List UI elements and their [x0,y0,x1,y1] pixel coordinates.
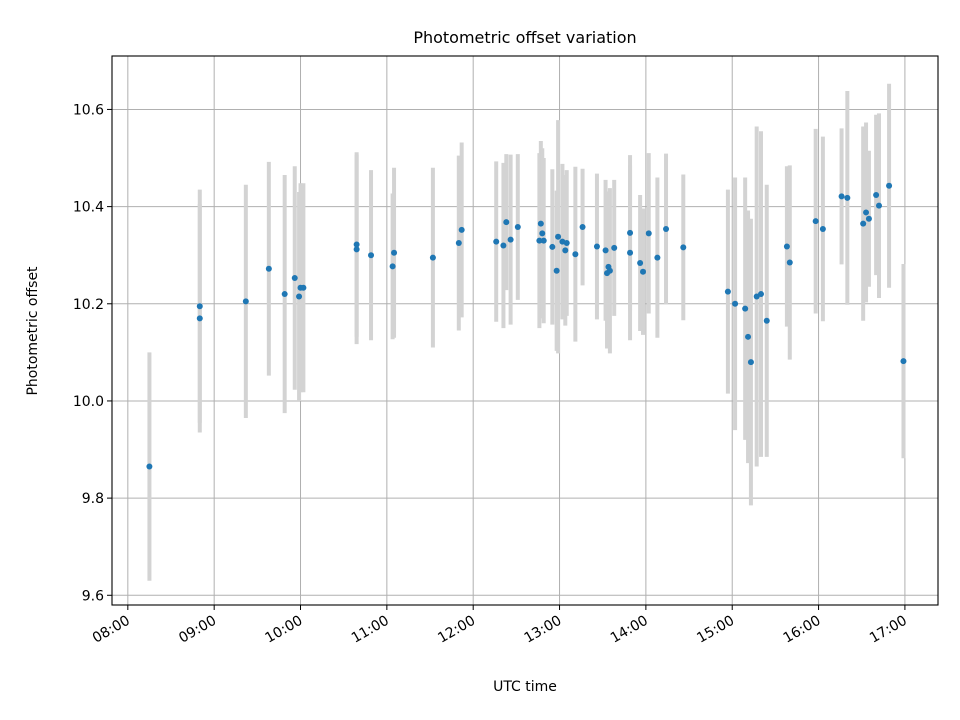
y-tick-label: 10.0 [73,394,104,410]
data-point [300,284,307,291]
data-point [368,252,375,259]
data-point [539,230,546,237]
data-point [732,300,739,307]
data-point [611,244,618,251]
y-axis-ticks: 9.6 9.8 10.0 10.2 10.4 10.6 [73,102,112,604]
data-point [627,249,634,256]
data-point [663,225,670,232]
data-point [900,358,907,365]
data-point [579,224,586,231]
data-point [602,247,609,254]
error-bars [147,83,906,581]
data-point [886,182,893,189]
data-point [865,215,872,222]
data-point [763,317,770,324]
data-point [572,251,579,258]
data-point [745,333,752,340]
x-tick-label: 09:00 [176,613,219,647]
data-point [606,267,613,274]
data-point [540,237,547,244]
data-point [873,191,880,198]
data-point [537,220,544,227]
data-point [514,224,521,231]
data-point [242,298,249,305]
data-point [786,259,793,266]
y-tick-label: 9.6 [82,588,104,604]
data-point [353,241,360,248]
y-tick-label: 10.6 [73,102,104,118]
data-point [640,268,646,275]
x-tick-label: 15:00 [694,613,737,647]
data-point [146,463,153,470]
x-tick-label: 13:00 [522,613,565,647]
data-point [353,246,360,253]
data-point [555,233,562,240]
data-point [742,305,749,312]
data-point [296,293,303,300]
x-tick-label: 16:00 [781,613,824,647]
data-point [844,194,851,201]
data-point [391,249,398,256]
data-point [783,243,790,250]
data-point [291,275,298,282]
data-point [503,219,510,226]
data-point [876,202,882,209]
x-tick-label: 14:00 [608,613,651,647]
chart-title: Photometric offset variation [413,28,636,47]
data-point [281,291,288,298]
plot-frame [111,55,939,606]
data-point [819,225,826,232]
data-point [458,226,465,233]
data-point [860,220,867,227]
x-axis-label: UTC time [493,679,557,695]
x-tick-label: 11:00 [349,613,392,647]
data-point [645,230,652,237]
x-axis-ticks: 08:00 09:00 10:00 11:00 12:00 13:00 14:00 15:00… [90,605,910,647]
data-point [196,303,203,310]
data-point [493,238,500,245]
data-point [562,247,569,254]
x-tick-label: 12:00 [435,613,478,647]
data-point [536,237,543,244]
data-point [265,265,272,272]
data-point [838,193,845,200]
y-tick-label: 10.4 [73,200,104,216]
data-point [593,243,600,250]
data-point [758,291,764,298]
y-axis-label: Photometric offset [25,266,41,396]
y-tick-label: 10.2 [73,297,104,313]
data-point [654,254,661,261]
data-point [563,240,570,247]
data-point [389,263,396,270]
data-point [747,359,754,366]
data-point [637,259,644,266]
y-tick-label: 9.8 [82,491,104,507]
x-tick-label: 08:00 [90,613,133,647]
data-point [507,236,514,243]
x-tick-label: 17:00 [867,613,910,647]
data-point [680,244,687,251]
data-point [627,229,634,236]
data-point [553,267,560,274]
data-point [549,243,556,250]
data-point [455,240,462,247]
data-point [812,218,819,225]
data-point [429,254,436,261]
data-points [146,182,907,470]
data-point [196,315,203,322]
x-tick-label: 10:00 [263,613,306,647]
data-point [500,242,507,249]
data-point [863,209,870,216]
data-point [724,288,731,295]
